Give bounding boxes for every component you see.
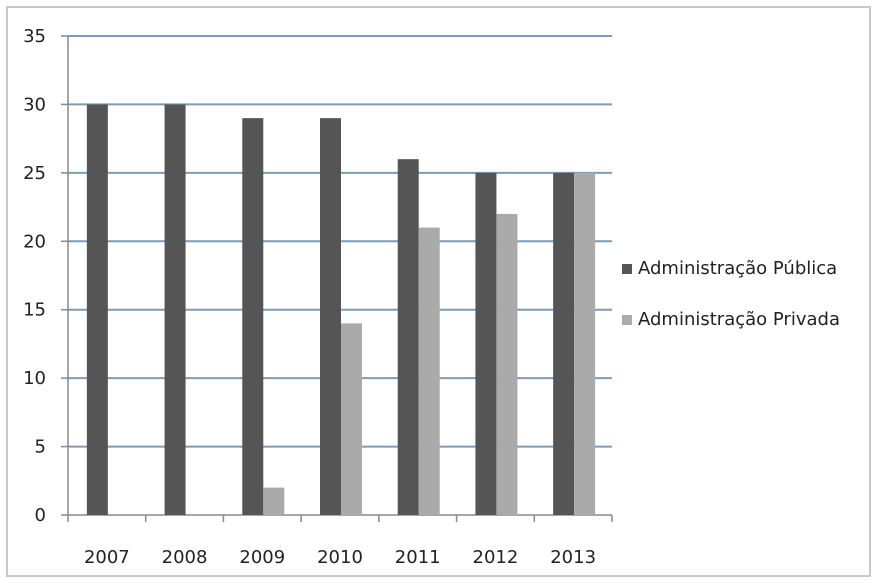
y-tick-label: 20: [23, 231, 46, 252]
x-tick-label: 2007: [84, 547, 130, 568]
y-tick-label: 5: [35, 437, 46, 458]
bar-publica-2013: [553, 172, 575, 515]
bar-privada-2012: [496, 213, 518, 515]
x-tick-label: 2010: [317, 547, 363, 568]
y-tick-labels: 0 5 10 15 20 25 30 35: [23, 26, 46, 526]
y-tick-label: 35: [23, 26, 46, 47]
x-tick-label: 2009: [239, 547, 285, 568]
bar-privada-2009: [263, 487, 285, 515]
bar-publica-2007: [86, 104, 108, 515]
bar-publica-2009: [242, 118, 264, 515]
y-tick-label: 30: [23, 94, 46, 115]
x-tick-label: 2013: [550, 547, 596, 568]
bar-privada-2013: [574, 172, 596, 515]
bars: [86, 104, 596, 515]
bar-publica-2008: [164, 104, 186, 515]
legend-label: Administração Privada: [638, 309, 840, 330]
x-tick-label: 2012: [473, 547, 519, 568]
legend: Administração Pública Administração Priva…: [622, 258, 840, 330]
y-tick-label: 25: [23, 163, 46, 184]
x-tick-labels: 2007 2008 2009 2010 2011 2012 2013: [84, 547, 596, 568]
bar-privada-2010: [341, 323, 362, 515]
x-tick-label: 2008: [162, 547, 208, 568]
y-tick-label: 0: [35, 505, 46, 526]
legend-label: Administração Pública: [638, 258, 837, 279]
x-tick-label: 2011: [395, 547, 441, 568]
legend-swatch: [622, 264, 632, 274]
y-tick-label: 10: [23, 368, 46, 389]
legend-swatch: [622, 315, 632, 325]
bar-privada-2011: [418, 227, 440, 515]
bar-publica-2012: [475, 172, 497, 515]
bar-publica-2010: [320, 118, 341, 515]
bar-publica-2011: [397, 159, 419, 515]
y-tick-label: 15: [23, 300, 46, 321]
